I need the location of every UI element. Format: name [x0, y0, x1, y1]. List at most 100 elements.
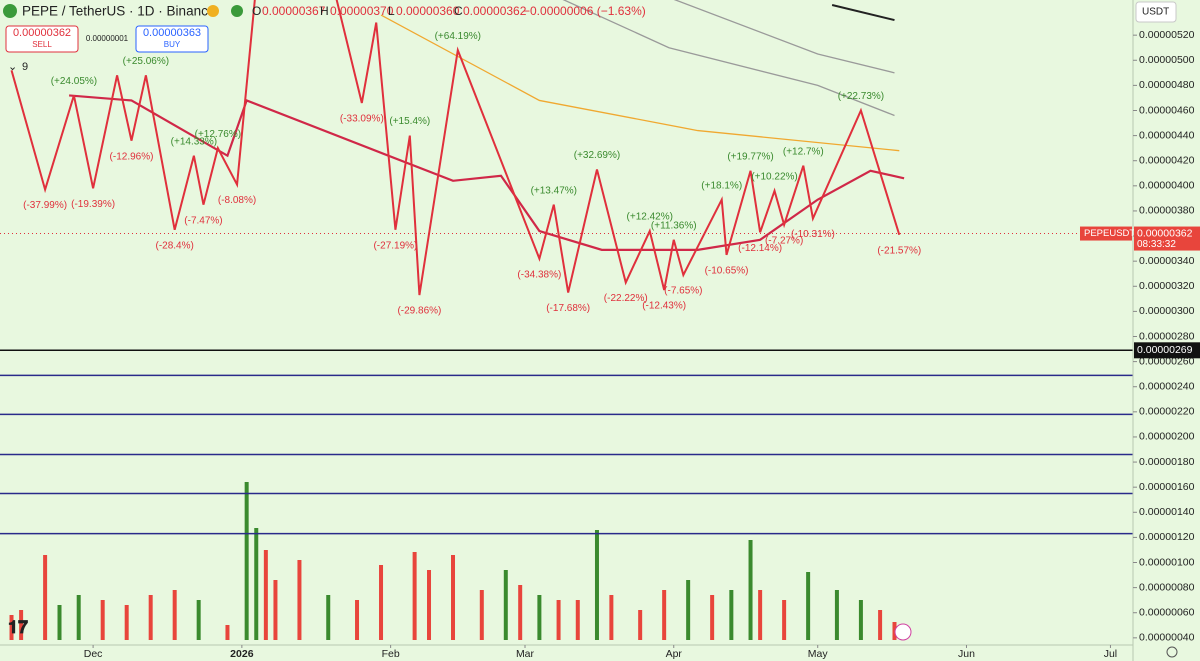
- symbol-tag: [1080, 226, 1132, 241]
- volume-bar: [172, 590, 177, 640]
- swing-label: (-28.4%): [155, 240, 193, 251]
- swing-label: (-21.57%): [877, 245, 921, 256]
- last-price-label: 0.00000362: [1137, 227, 1193, 239]
- y-tick-label: 0.00000220: [1139, 406, 1195, 418]
- y-tick-label: 0.00000180: [1139, 456, 1195, 468]
- last-price-tag: [1134, 226, 1200, 251]
- volume-bar: [878, 610, 883, 640]
- volume-bar: [834, 590, 839, 640]
- swing-label: (+15.4%): [389, 116, 430, 127]
- y-tick-label: 0.00000160: [1139, 481, 1195, 493]
- sell-label: SELL: [32, 40, 52, 49]
- symbol-title: PEPE / TetherUS · 1D · Binance: [22, 4, 215, 19]
- volume-bar: [782, 600, 787, 640]
- volume-bar: [479, 590, 484, 640]
- volume-bar: [19, 610, 24, 640]
- volume-bar: [575, 600, 580, 640]
- volume-bar: [758, 590, 763, 640]
- ohlc-label: L: [388, 4, 395, 18]
- volume-bar: [427, 570, 432, 640]
- volume-bar: [594, 530, 599, 640]
- buy-button[interactable]: [135, 25, 209, 53]
- swing-label: (+18.1%): [701, 180, 742, 191]
- volume-bar: [263, 550, 268, 640]
- y-tick-label: 0.00000380: [1139, 205, 1195, 217]
- swing-label: (+14.33%): [171, 136, 217, 147]
- swing-label: (+32.69%): [574, 150, 620, 161]
- header: PEPE / TetherUS · 1D · Binance O 0.00000…: [3, 1, 1178, 658]
- countdown: 08:33:32: [1137, 239, 1176, 250]
- status-dot: [207, 5, 219, 17]
- y-tick-label: 0.00000080: [1139, 581, 1195, 593]
- swing-label: (-37.99%): [23, 200, 67, 211]
- moving-average: [562, 0, 895, 117]
- y-tick-label: 0.00000420: [1139, 154, 1195, 166]
- y-tick-label: 0.00000040: [1139, 632, 1195, 644]
- swing-label: (-29.86%): [397, 306, 441, 317]
- volume-bar: [518, 585, 523, 640]
- swing-label: (-27.19%): [373, 240, 417, 251]
- y-tick-label: 0.00000440: [1139, 129, 1195, 141]
- currency-button[interactable]: [1135, 1, 1177, 23]
- sell-price: 0.00000362: [13, 27, 71, 39]
- zigzag-line: [10, 0, 901, 296]
- swing-label: (+12.76%): [195, 129, 241, 140]
- y-tick-label: 0.00000300: [1139, 305, 1195, 317]
- moving-average: [831, 4, 895, 22]
- volume-bar: [57, 605, 62, 640]
- x-tick-label: Feb: [382, 648, 400, 660]
- swing-label: (+64.19%): [435, 31, 481, 42]
- ohlc-value: 0.00000362: [463, 4, 527, 18]
- volume-bar: [638, 610, 643, 640]
- spread: 0.00000001: [86, 34, 129, 43]
- volume-bar: [9, 615, 14, 640]
- volume-bar: [225, 625, 230, 640]
- indicator-toggle[interactable]: ⌄: [8, 61, 17, 73]
- swing-label: (-22.22%): [604, 293, 648, 304]
- ohlc-value: 0.00000370: [330, 4, 394, 18]
- indicator-count[interactable]: 9: [22, 61, 28, 73]
- swing-label: (-10.65%): [705, 266, 749, 277]
- swing-label: (-7.65%): [664, 286, 702, 297]
- x-tick-label: Dec: [84, 648, 103, 660]
- y-tick-label: 0.00000320: [1139, 280, 1195, 292]
- volume-bar: [244, 482, 249, 640]
- volume-bar: [748, 540, 753, 640]
- y-tick-label: 0.00000500: [1139, 54, 1195, 66]
- swing-label: (-19.39%): [71, 199, 115, 210]
- volume-bar: [686, 580, 691, 640]
- x-tick-label: Apr: [666, 648, 683, 660]
- sell-button[interactable]: [5, 25, 79, 53]
- x-tick-label: Jun: [958, 648, 975, 660]
- volume-bar: [297, 560, 302, 640]
- swing-label: (-12.43%): [642, 301, 686, 312]
- y-tick-label: 0.00000060: [1139, 607, 1195, 619]
- y-tick-label: 0.00000520: [1139, 29, 1195, 41]
- y-tick-label: 0.00000140: [1139, 506, 1195, 518]
- volume-bar: [609, 595, 614, 640]
- swing-label: (-10.31%): [791, 229, 835, 240]
- volume-bar: [124, 605, 129, 640]
- y-tick-label: 0.00000120: [1139, 531, 1195, 543]
- swing-label: (-12.96%): [110, 151, 154, 162]
- alert-icon[interactable]: [894, 623, 912, 641]
- ohlc-value: 0.00000367: [262, 4, 326, 18]
- volume-bar: [412, 552, 417, 640]
- volume-bar: [662, 590, 667, 640]
- marked-level-label: 0.00000269: [1137, 344, 1193, 356]
- volume-bar: [503, 570, 508, 640]
- volume-bar: [196, 600, 201, 640]
- y-tick-label: 0.00000240: [1139, 381, 1195, 393]
- volume-bar: [273, 580, 278, 640]
- ohlc-change: −0.00000006 (−1.63%): [523, 4, 646, 18]
- buy-price: 0.00000363: [143, 27, 201, 39]
- swing-label: (+11.36%): [651, 220, 697, 231]
- swing-label: (+25.06%): [123, 56, 169, 67]
- swing-label: (-7.47%): [184, 215, 222, 226]
- swing-label: (+12.42%): [627, 212, 673, 223]
- currency: USDT: [1142, 7, 1169, 18]
- settings-icon[interactable]: [1166, 646, 1178, 658]
- swing-label: (+22.73%): [838, 91, 884, 102]
